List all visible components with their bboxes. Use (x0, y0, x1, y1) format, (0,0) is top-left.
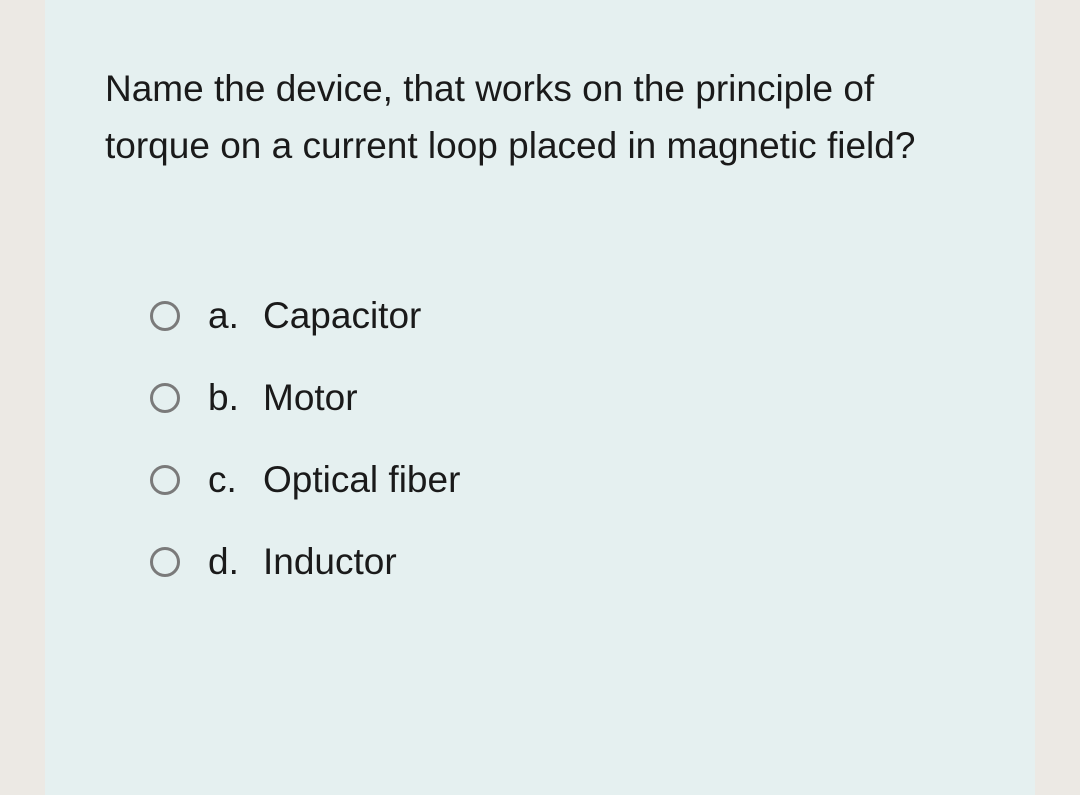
option-letter: b. (208, 377, 263, 419)
option-letter: a. (208, 295, 263, 337)
option-b[interactable]: b. Motor (150, 377, 975, 419)
option-letter: d. (208, 541, 263, 583)
option-text: Capacitor (263, 295, 421, 337)
radio-icon[interactable] (150, 383, 180, 413)
question-text: Name the device, that works on the princ… (105, 60, 975, 175)
question-card: Name the device, that works on the princ… (45, 0, 1035, 795)
radio-icon[interactable] (150, 301, 180, 331)
radio-icon[interactable] (150, 465, 180, 495)
option-a[interactable]: a. Capacitor (150, 295, 975, 337)
options-list: a. Capacitor b. Motor c. Optical fiber d… (105, 295, 975, 583)
option-text: Inductor (263, 541, 397, 583)
option-c[interactable]: c. Optical fiber (150, 459, 975, 501)
option-text: Optical fiber (263, 459, 460, 501)
option-d[interactable]: d. Inductor (150, 541, 975, 583)
option-letter: c. (208, 459, 263, 501)
radio-icon[interactable] (150, 547, 180, 577)
option-text: Motor (263, 377, 358, 419)
